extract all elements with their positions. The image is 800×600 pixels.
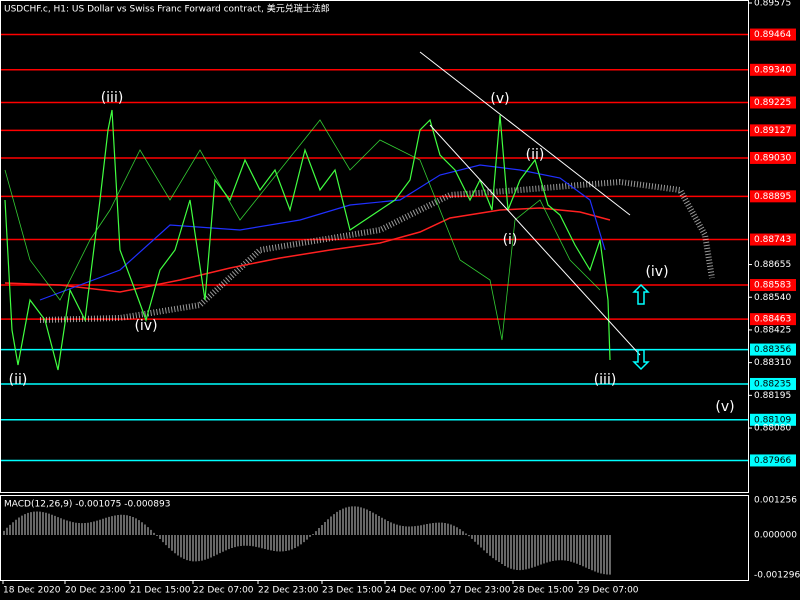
chart-header: USDCHF.c, H1: US Dollar vs Swiss Franc F… — [4, 3, 330, 15]
time-label: 21 Dec 15:00 — [130, 586, 191, 596]
price-level-box — [750, 377, 796, 390]
price-level-label: 0.89464 — [754, 30, 791, 40]
price-level-box — [750, 413, 796, 426]
price-level-label: 0.88235 — [754, 379, 791, 389]
down-arrow — [632, 349, 650, 371]
price-level-label: 0.89127 — [754, 126, 791, 136]
wave-label: (iii) — [101, 90, 124, 106]
macd-panel — [0, 495, 749, 581]
price-tick-label: 0.88655 — [754, 260, 791, 270]
wave-label: (v) — [490, 91, 509, 107]
wave-label: (ii) — [9, 372, 28, 388]
wave-label: (i) — [503, 232, 518, 248]
price-level-box — [750, 28, 796, 41]
time-label: 20 Dec 23:00 — [65, 586, 126, 596]
up-arrow — [632, 283, 650, 305]
wave-label: (ii) — [526, 147, 545, 163]
price-level-box — [750, 63, 796, 76]
ichimoku-cloud — [39, 178, 715, 323]
time-label: 18 Dec 2020 — [3, 586, 61, 596]
time-label: 28 Dec 15:00 — [513, 586, 574, 596]
channel-upper — [419, 51, 631, 216]
price-level-label: 0.88583 — [754, 281, 791, 291]
macd-tick-label: 0.000000 — [754, 531, 797, 541]
wave-label: (iii) — [594, 372, 617, 388]
price-tick-label: 0.88080 — [754, 424, 791, 434]
price-level-box — [750, 190, 796, 203]
price-level-label: 0.87966 — [754, 456, 791, 466]
price-level-box — [750, 454, 796, 467]
price-level-label: 0.88895 — [754, 192, 791, 202]
price-level-box — [750, 313, 796, 326]
price-tick-label: 0.88310 — [754, 358, 791, 368]
price-level-box — [750, 96, 796, 109]
channel-lower — [429, 124, 641, 356]
time-label: 22 Dec 07:00 — [193, 586, 254, 596]
price-level-label: 0.88356 — [754, 345, 791, 355]
signal-line — [4, 119, 601, 341]
time-label: 23 Dec 15:00 — [322, 586, 383, 596]
price-level-label: 0.88463 — [754, 315, 791, 325]
macd-tick-label: -0.001296 — [754, 571, 800, 581]
time-label: 27 Dec 23:00 — [450, 586, 511, 596]
price-line — [4, 109, 611, 371]
moving-average-red — [4, 207, 611, 293]
price-level-box — [750, 279, 796, 292]
moving-average-blue — [39, 164, 606, 301]
price-tick-label: 0.88425 — [754, 325, 791, 335]
price-level-box — [750, 124, 796, 137]
price-level-box — [750, 151, 796, 164]
price-level-label: 0.89225 — [754, 98, 791, 108]
price-tick-label: 0.88540 — [754, 293, 791, 303]
main-panel — [0, 0, 749, 493]
price-level-label: 0.89030 — [754, 153, 791, 163]
wave-label: (iv) — [645, 264, 668, 280]
macd-histogram — [3, 506, 611, 575]
price-level-label: 0.88109 — [754, 415, 791, 425]
price-tick-label: 0.89575 — [754, 0, 791, 9]
price-level-box — [750, 233, 796, 246]
price-level-label: 0.88743 — [754, 235, 791, 245]
wave-label: (v) — [715, 399, 734, 415]
price-level-label: 0.89340 — [754, 65, 791, 75]
wave-label: (iv) — [134, 318, 157, 334]
price-tick-label: 0.88195 — [754, 391, 791, 401]
time-label: 22 Dec 23:00 — [258, 586, 319, 596]
levels: 0.89464 0.89340 0.89225 0.89127 0.89030 0.888… — [1, 28, 796, 467]
time-label: 24 Dec 07:00 — [385, 586, 446, 596]
macd-label: MACD(12,26,9) -0.001075 -0.000893 — [4, 500, 170, 510]
macd-tick-label: 0.001256 — [754, 496, 797, 506]
time-label: 29 Dec 07:00 — [578, 586, 639, 596]
price-level-box — [750, 343, 796, 356]
